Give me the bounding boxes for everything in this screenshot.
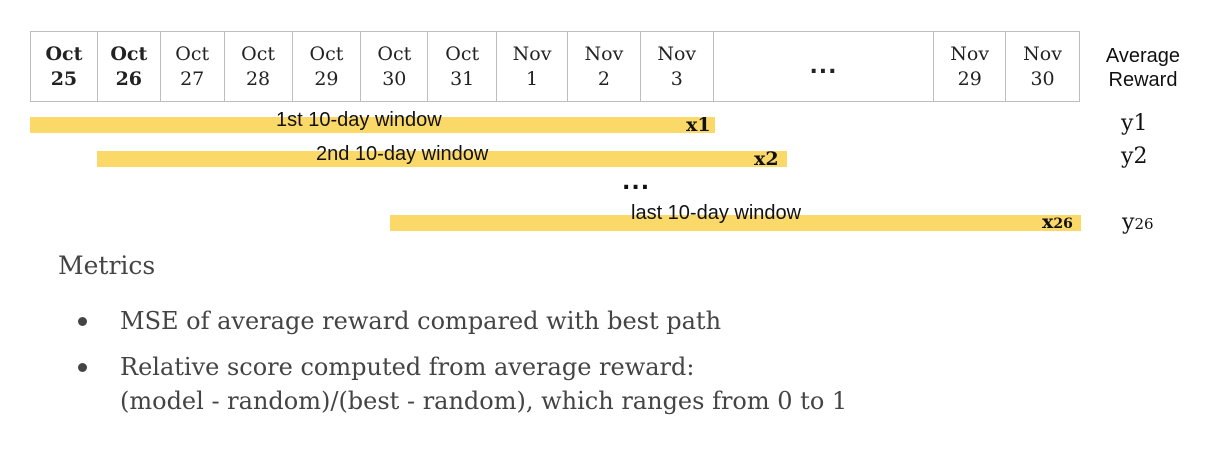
date-cell-nov-3: Nov 3 <box>641 32 714 101</box>
date-day: 2 <box>597 67 610 90</box>
x-base: x <box>754 148 766 170</box>
date-cell-oct-26: Oct 26 <box>98 32 161 101</box>
date-month: Oct <box>45 42 83 65</box>
window-y-2: y2 <box>1121 144 1147 169</box>
average-reward-header: Average Reward <box>1098 44 1188 92</box>
header-line-1: Average <box>1105 45 1181 67</box>
date-day: 31 <box>450 67 475 90</box>
window-label-last: last 10-day window <box>631 202 802 224</box>
date-cell-nov-30: Nov 30 <box>1006 32 1079 101</box>
header-line-2: Reward <box>1108 69 1178 91</box>
date-day: 25 <box>50 67 78 90</box>
window-x-2: x2 <box>754 148 779 170</box>
metric-item-1: MSE of average reward compared with best… <box>72 304 847 338</box>
date-month: Oct <box>241 42 275 65</box>
date-cell-nov-2: Nov 2 <box>568 32 641 101</box>
y-base: y <box>1121 144 1134 169</box>
vertical-ellipsis: ... <box>622 170 651 195</box>
date-day: 28 <box>245 67 271 90</box>
metrics-list: MSE of average reward compared with best… <box>72 304 847 430</box>
date-day: 30 <box>382 67 407 90</box>
date-day: 3 <box>670 67 683 90</box>
date-month: Nov <box>950 42 990 65</box>
date-day: 29 <box>957 67 982 90</box>
x-base: x <box>686 114 698 136</box>
window-x-1: x1 <box>686 114 711 136</box>
date-month: Oct <box>309 42 344 65</box>
date-cell-nov-1: Nov 1 <box>497 32 568 101</box>
y-sub: 2 <box>1133 144 1148 169</box>
date-day: 30 <box>1030 67 1055 90</box>
date-day: 26 <box>115 67 143 90</box>
window-bar-last <box>390 215 1081 231</box>
date-cell-oct-30: Oct 30 <box>361 32 429 101</box>
date-month: Oct <box>110 42 148 65</box>
date-month: Nov <box>1023 42 1062 65</box>
date-month: Nov <box>584 42 624 65</box>
date-cell-oct-29: Oct 29 <box>293 32 362 101</box>
metric-line: Relative score computed from average rew… <box>120 353 695 381</box>
date-month: Oct <box>445 42 480 65</box>
date-cell-nov-29: Nov 29 <box>934 32 1007 101</box>
y-sub: 1 <box>1133 111 1148 136</box>
y-base: y <box>1121 111 1134 136</box>
window-label-2: 2nd 10-day window <box>316 143 489 165</box>
window-y-1: y1 <box>1121 111 1147 136</box>
date-month: Nov <box>657 42 697 65</box>
date-day: 1 <box>526 67 539 90</box>
bullet-icon <box>78 363 87 372</box>
date-ellipsis: ... <box>714 32 935 101</box>
date-month: Oct <box>175 42 210 65</box>
metric-line: (model - random)/(best - random), which … <box>120 387 848 415</box>
date-cell-oct-31: Oct 31 <box>428 32 498 101</box>
x-sub: 26 <box>1053 216 1073 232</box>
metric-line: MSE of average reward compared with best… <box>120 307 722 335</box>
date-cell-oct-25: Oct 25 <box>31 32 98 101</box>
y-sub: 26 <box>1134 215 1154 233</box>
x-base: x <box>1042 211 1054 233</box>
window-y-last: y26 <box>1122 210 1154 235</box>
date-day: 27 <box>180 67 205 90</box>
x-sub: 1 <box>697 114 711 136</box>
window-label-1: 1st 10-day window <box>276 109 442 131</box>
y-base: y <box>1122 210 1135 235</box>
window-x-last: x26 <box>1042 211 1073 233</box>
bullet-icon <box>78 317 87 326</box>
metric-item-2: Relative score computed from average rew… <box>72 350 847 418</box>
window-bar-1 <box>30 117 715 133</box>
date-cell-oct-27: Oct 27 <box>161 32 225 101</box>
date-month: Nov <box>512 42 552 65</box>
window-bar-2 <box>97 151 787 167</box>
date-timeline: Oct 25 Oct 26 Oct 27 Oct 28 Oct 29 Oct 3… <box>30 31 1080 102</box>
date-day: 29 <box>314 67 339 90</box>
date-cell-oct-28: Oct 28 <box>225 32 293 101</box>
x-sub: 2 <box>765 148 779 170</box>
metrics-title: Metrics <box>58 251 156 280</box>
date-month: Oct <box>377 42 412 65</box>
